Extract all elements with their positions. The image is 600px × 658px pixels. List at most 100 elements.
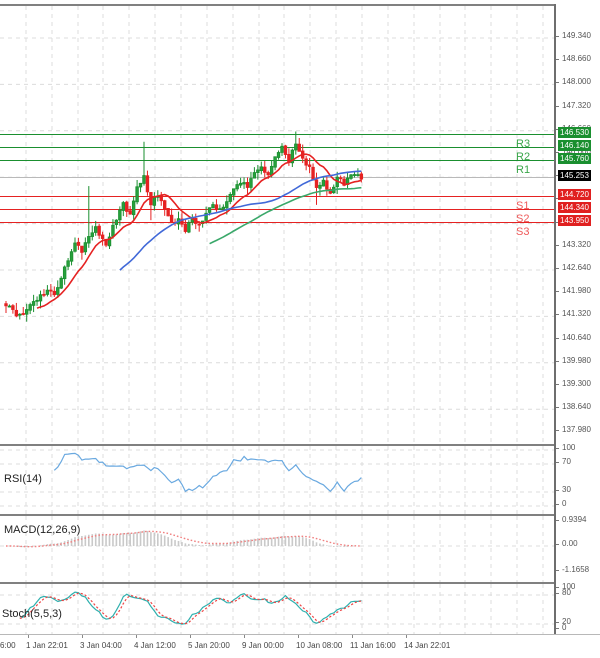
indicator-axis-tick-label: 80 xyxy=(562,588,571,597)
indicator-axis-tick xyxy=(556,593,559,594)
rsi-series xyxy=(53,452,362,493)
pivot-price-pill-r2: 146.140 xyxy=(558,140,591,152)
indicator-axis-tick xyxy=(556,490,559,491)
indicator-axis-tick xyxy=(556,520,559,521)
indicator-axis-tick-label: 20 xyxy=(562,617,571,626)
price-axis-tick xyxy=(556,337,559,339)
pivot-line-s3 xyxy=(0,221,556,223)
price-axis-tick xyxy=(556,244,559,246)
price-axis-tick xyxy=(556,36,559,37)
indicator-axis-tick xyxy=(556,504,559,505)
macd-axis: 0.9394 0.00 -1.1658 xyxy=(556,514,600,582)
time-axis-tick xyxy=(82,635,83,638)
time-axis[interactable]: 6:00 1 Jan 22:01 3 Jan 04:00 4 Jan 12:00 5 J… xyxy=(0,634,600,658)
stoch-panel-top-border xyxy=(0,582,600,584)
indicator-axis-tick xyxy=(556,462,559,463)
price-axis[interactable]: 149.340148.660148.000147.320146.660146.0… xyxy=(556,4,600,444)
time-axis-tick-label: 4 Jan 12:00 xyxy=(134,641,176,650)
macd-plot-area[interactable]: MACD(12,26,9) xyxy=(0,516,556,582)
time-axis-tick xyxy=(244,635,245,638)
price-axis-tick xyxy=(556,291,559,293)
price-axis-tick xyxy=(556,175,559,177)
pivot-label-s1: S1 xyxy=(516,199,530,212)
price-axis-tick-label: 142.640 xyxy=(562,263,591,272)
price-axis-tick-label: 141.320 xyxy=(562,309,591,319)
indicator-axis-tick-label: 0.00 xyxy=(562,539,578,548)
time-axis-tick xyxy=(352,635,353,638)
pivot-line-s2 xyxy=(0,208,556,210)
price-axis-tick xyxy=(556,314,559,316)
price-axis-tick xyxy=(556,128,559,130)
indicator-axis-tick xyxy=(556,628,559,629)
time-axis-tick-label: 11 Jan 16:00 xyxy=(350,641,396,650)
price-axis-tick-label: 146.000 xyxy=(562,147,591,156)
pivot-label-r1: R1 xyxy=(516,164,531,177)
pivot-price-pill-s1: 144.720 xyxy=(558,188,591,200)
price-gridlines xyxy=(0,6,556,444)
rsi-plot-right-frame xyxy=(554,444,556,514)
indicator-axis-tick-label: 0 xyxy=(562,499,567,508)
stoch-gridlines xyxy=(0,584,556,634)
time-axis-tick-label: 1 Jan 22:01 xyxy=(26,641,68,650)
indicator-axis-tick-label: 0.9394 xyxy=(562,515,587,524)
indicator-axis-tick-label: 30 xyxy=(562,485,571,494)
time-axis-tick xyxy=(406,635,407,638)
time-axis-tick xyxy=(190,635,191,638)
price-axis-tick-label: 149.340 xyxy=(562,31,591,40)
pivot-price-pill-r1: 145.760 xyxy=(558,153,591,165)
pivot-price-pill-s2: 144.340 xyxy=(558,201,591,213)
pivot-label-s2: S2 xyxy=(516,212,530,225)
price-plot-area[interactable]: R3 R2 R1 S1 S2 S3 xyxy=(0,6,556,444)
rsi-panel-top-border xyxy=(0,444,600,446)
indicator-axis-tick xyxy=(556,587,559,588)
rsi-axis: 100 70 30 0 xyxy=(556,444,600,514)
time-axis-tick xyxy=(298,635,299,638)
macd-panel[interactable]: MACD(12,26,9) 0.9394 0.00 -1.1658 xyxy=(0,514,600,582)
stoch-label: Stoch(5,5,3) xyxy=(2,608,62,620)
macd-plot-right-frame xyxy=(554,514,556,582)
time-axis-tick-label: 10 Jan 08:00 xyxy=(296,641,343,650)
pivot-line-r1 xyxy=(0,160,556,162)
price-axis-tick xyxy=(556,59,559,61)
macd-series xyxy=(6,530,363,548)
indicator-axis-tick xyxy=(556,570,559,571)
time-axis-tick-label: 9 Jan 00:00 xyxy=(242,641,284,650)
rsi-gridlines xyxy=(0,446,556,514)
price-axis-tick-label: 138.640 xyxy=(562,402,591,412)
price-panel-top-border xyxy=(0,4,600,6)
indicator-axis-tick-label: -1.1658 xyxy=(562,565,590,574)
rsi-label: RSI(14) xyxy=(4,473,42,485)
time-axis-tick-label: 5 Jan 20:00 xyxy=(188,641,230,650)
time-axis-tick-label: 14 Jan 22:01 xyxy=(404,641,451,650)
price-axis-tick xyxy=(556,384,559,385)
price-axis-tick xyxy=(556,82,559,84)
stoch-plot-right-frame xyxy=(554,582,556,634)
stoch-panel[interactable]: Stoch(5,5,3) 100 80 20 0 xyxy=(0,582,600,634)
time-axis-tick xyxy=(28,635,29,638)
pivot-label-r2: R2 xyxy=(516,151,531,164)
pivot-label-r3: R3 xyxy=(516,137,531,150)
stoch-plot-area[interactable]: Stoch(5,5,3) xyxy=(0,584,556,634)
price-axis-tick-label: 143.320 xyxy=(562,239,591,249)
stoch-axis: 100 80 20 0 xyxy=(556,582,600,634)
rsi-plot-area[interactable]: RSI(14) xyxy=(0,446,556,514)
price-plot-right-frame xyxy=(554,4,556,444)
price-axis-tick-label: 141.980 xyxy=(562,286,591,296)
stoch-series xyxy=(19,591,362,625)
rsi-panel[interactable]: RSI(14) 100 70 30 0 xyxy=(0,444,600,514)
time-axis-tick xyxy=(136,635,137,638)
price-axis-tick xyxy=(556,430,559,432)
price-axis-tick-label: 148.000 xyxy=(562,77,591,87)
pivot-line-s1 xyxy=(0,195,556,197)
current-price-line xyxy=(0,177,556,179)
indicator-axis-tick-label: 100 xyxy=(562,444,576,452)
indicator-axis-tick-label: 0 xyxy=(562,623,567,632)
price-axis-tick-label: 148.660 xyxy=(562,54,591,64)
price-series xyxy=(4,131,364,322)
price-panel[interactable]: R3 R2 R1 S1 S2 S3 149.340 148.660 148.000 147.32… xyxy=(0,4,600,444)
indicator-axis-tick xyxy=(556,544,559,545)
price-axis-tick xyxy=(556,407,559,409)
pivot-line-r2 xyxy=(0,147,556,149)
pivot-price-pill-s3: 143.950 xyxy=(558,214,591,226)
